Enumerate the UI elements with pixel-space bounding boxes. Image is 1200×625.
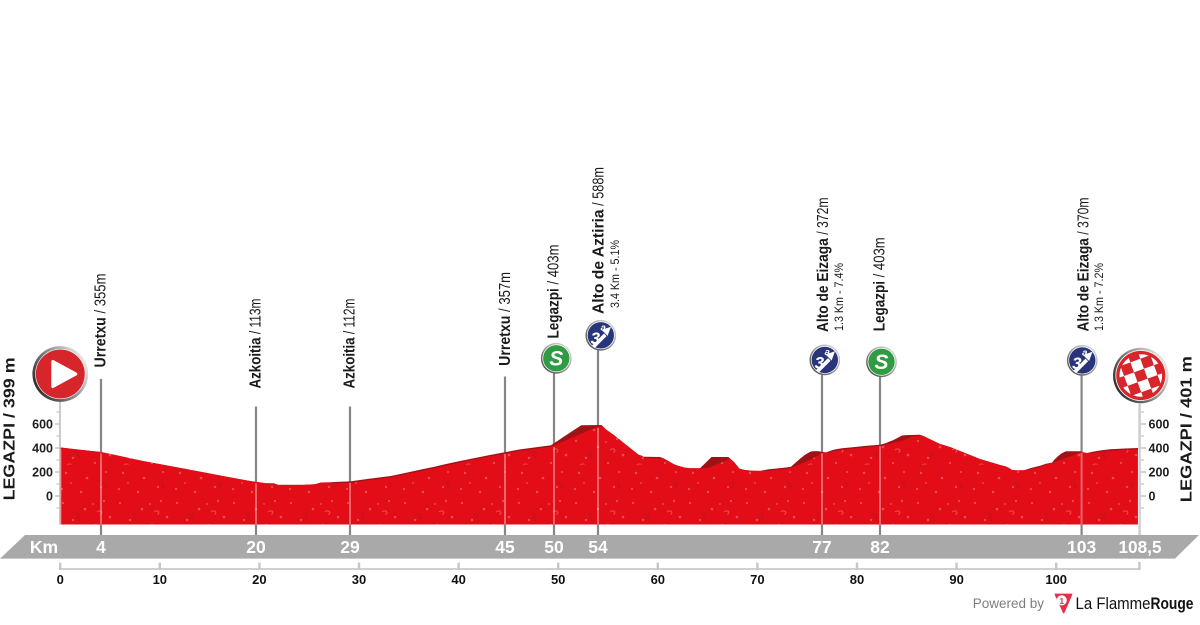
svg-text:600: 600 <box>1149 418 1170 432</box>
svg-text:77: 77 <box>812 537 831 557</box>
svg-text:Legazpi: Legazpi <box>872 281 889 331</box>
svg-text:90: 90 <box>949 572 963 587</box>
svg-text:LEGAZPI / 399 m: LEGAZPI / 399 m <box>2 357 19 500</box>
svg-text:a: a <box>825 347 830 358</box>
svg-text:a: a <box>601 322 606 333</box>
svg-text:S: S <box>549 347 563 370</box>
svg-text:600: 600 <box>32 418 53 432</box>
svg-text:0: 0 <box>57 572 64 587</box>
svg-text:200: 200 <box>1149 466 1170 480</box>
svg-text:/ 357m: / 357m <box>497 272 514 316</box>
svg-text:108,5: 108,5 <box>1119 537 1162 557</box>
svg-text:20: 20 <box>246 537 266 557</box>
svg-text:La Flamme: La Flamme <box>1076 595 1151 613</box>
svg-text:50: 50 <box>544 537 564 557</box>
svg-text:/ 113m: / 113m <box>248 299 265 338</box>
svg-text:400: 400 <box>1149 442 1170 456</box>
svg-text:1.3 Km - 7.4%: 1.3 Km - 7.4% <box>834 263 846 331</box>
svg-text:Urretxu: Urretxu <box>497 316 514 366</box>
svg-text:S: S <box>874 351 888 374</box>
svg-text:100: 100 <box>1045 572 1067 587</box>
svg-text:0: 0 <box>1149 490 1156 504</box>
svg-text:Powered by: Powered by <box>973 596 1045 611</box>
svg-text:1.3 Km - 7.2%: 1.3 Km - 7.2% <box>1094 263 1106 331</box>
svg-text:1: 1 <box>1059 596 1064 606</box>
svg-text:200: 200 <box>32 466 53 480</box>
svg-text:Legazpi: Legazpi <box>546 288 563 338</box>
svg-text:Urretxu: Urretxu <box>93 317 110 367</box>
svg-text:Rouge: Rouge <box>1151 595 1194 613</box>
svg-text:/ 372m: / 372m <box>815 197 832 238</box>
svg-text:4: 4 <box>96 537 106 557</box>
svg-text:a: a <box>1082 347 1087 358</box>
svg-text:70: 70 <box>750 572 764 587</box>
svg-text:/ 403m: / 403m <box>872 237 889 281</box>
svg-text:3: 3 <box>1072 354 1082 373</box>
svg-text:/ 403m: / 403m <box>546 245 563 289</box>
svg-text:Alto de Eizaga: Alto de Eizaga <box>815 238 832 332</box>
svg-text:3: 3 <box>815 353 825 372</box>
svg-text:60: 60 <box>651 572 665 587</box>
svg-text:30: 30 <box>352 572 366 587</box>
svg-text:Alto de Aztiria: Alto de Aztiria <box>591 209 608 314</box>
svg-text:3.4 Km - 5.1%: 3.4 Km - 5.1% <box>610 240 622 308</box>
svg-text:/ 112m: / 112m <box>342 299 359 338</box>
svg-text:45: 45 <box>495 537 515 557</box>
svg-text:LEGAZPI / 401 m: LEGAZPI / 401 m <box>1179 356 1196 502</box>
svg-text:103: 103 <box>1067 537 1096 557</box>
svg-text:Alto de Eizaga: Alto de Eizaga <box>1076 238 1093 331</box>
svg-text:Km: Km <box>30 537 58 557</box>
svg-text:/ 588m: / 588m <box>591 167 608 209</box>
svg-text:80: 80 <box>850 572 864 587</box>
svg-text:Azkoitia: Azkoitia <box>342 337 359 388</box>
svg-text:40: 40 <box>451 572 465 587</box>
svg-text:10: 10 <box>153 572 167 587</box>
svg-text:/ 370m: / 370m <box>1076 198 1093 239</box>
svg-text:400: 400 <box>32 442 53 456</box>
svg-text:82: 82 <box>870 537 890 557</box>
svg-text:29: 29 <box>340 537 360 557</box>
svg-text:Azkoitia: Azkoitia <box>248 337 265 388</box>
svg-text:54: 54 <box>588 537 608 557</box>
svg-text:3: 3 <box>591 329 601 348</box>
svg-text:/ 355m: / 355m <box>93 274 110 318</box>
svg-text:20: 20 <box>252 572 266 587</box>
svg-text:50: 50 <box>551 572 565 587</box>
svg-text:0: 0 <box>46 490 53 504</box>
